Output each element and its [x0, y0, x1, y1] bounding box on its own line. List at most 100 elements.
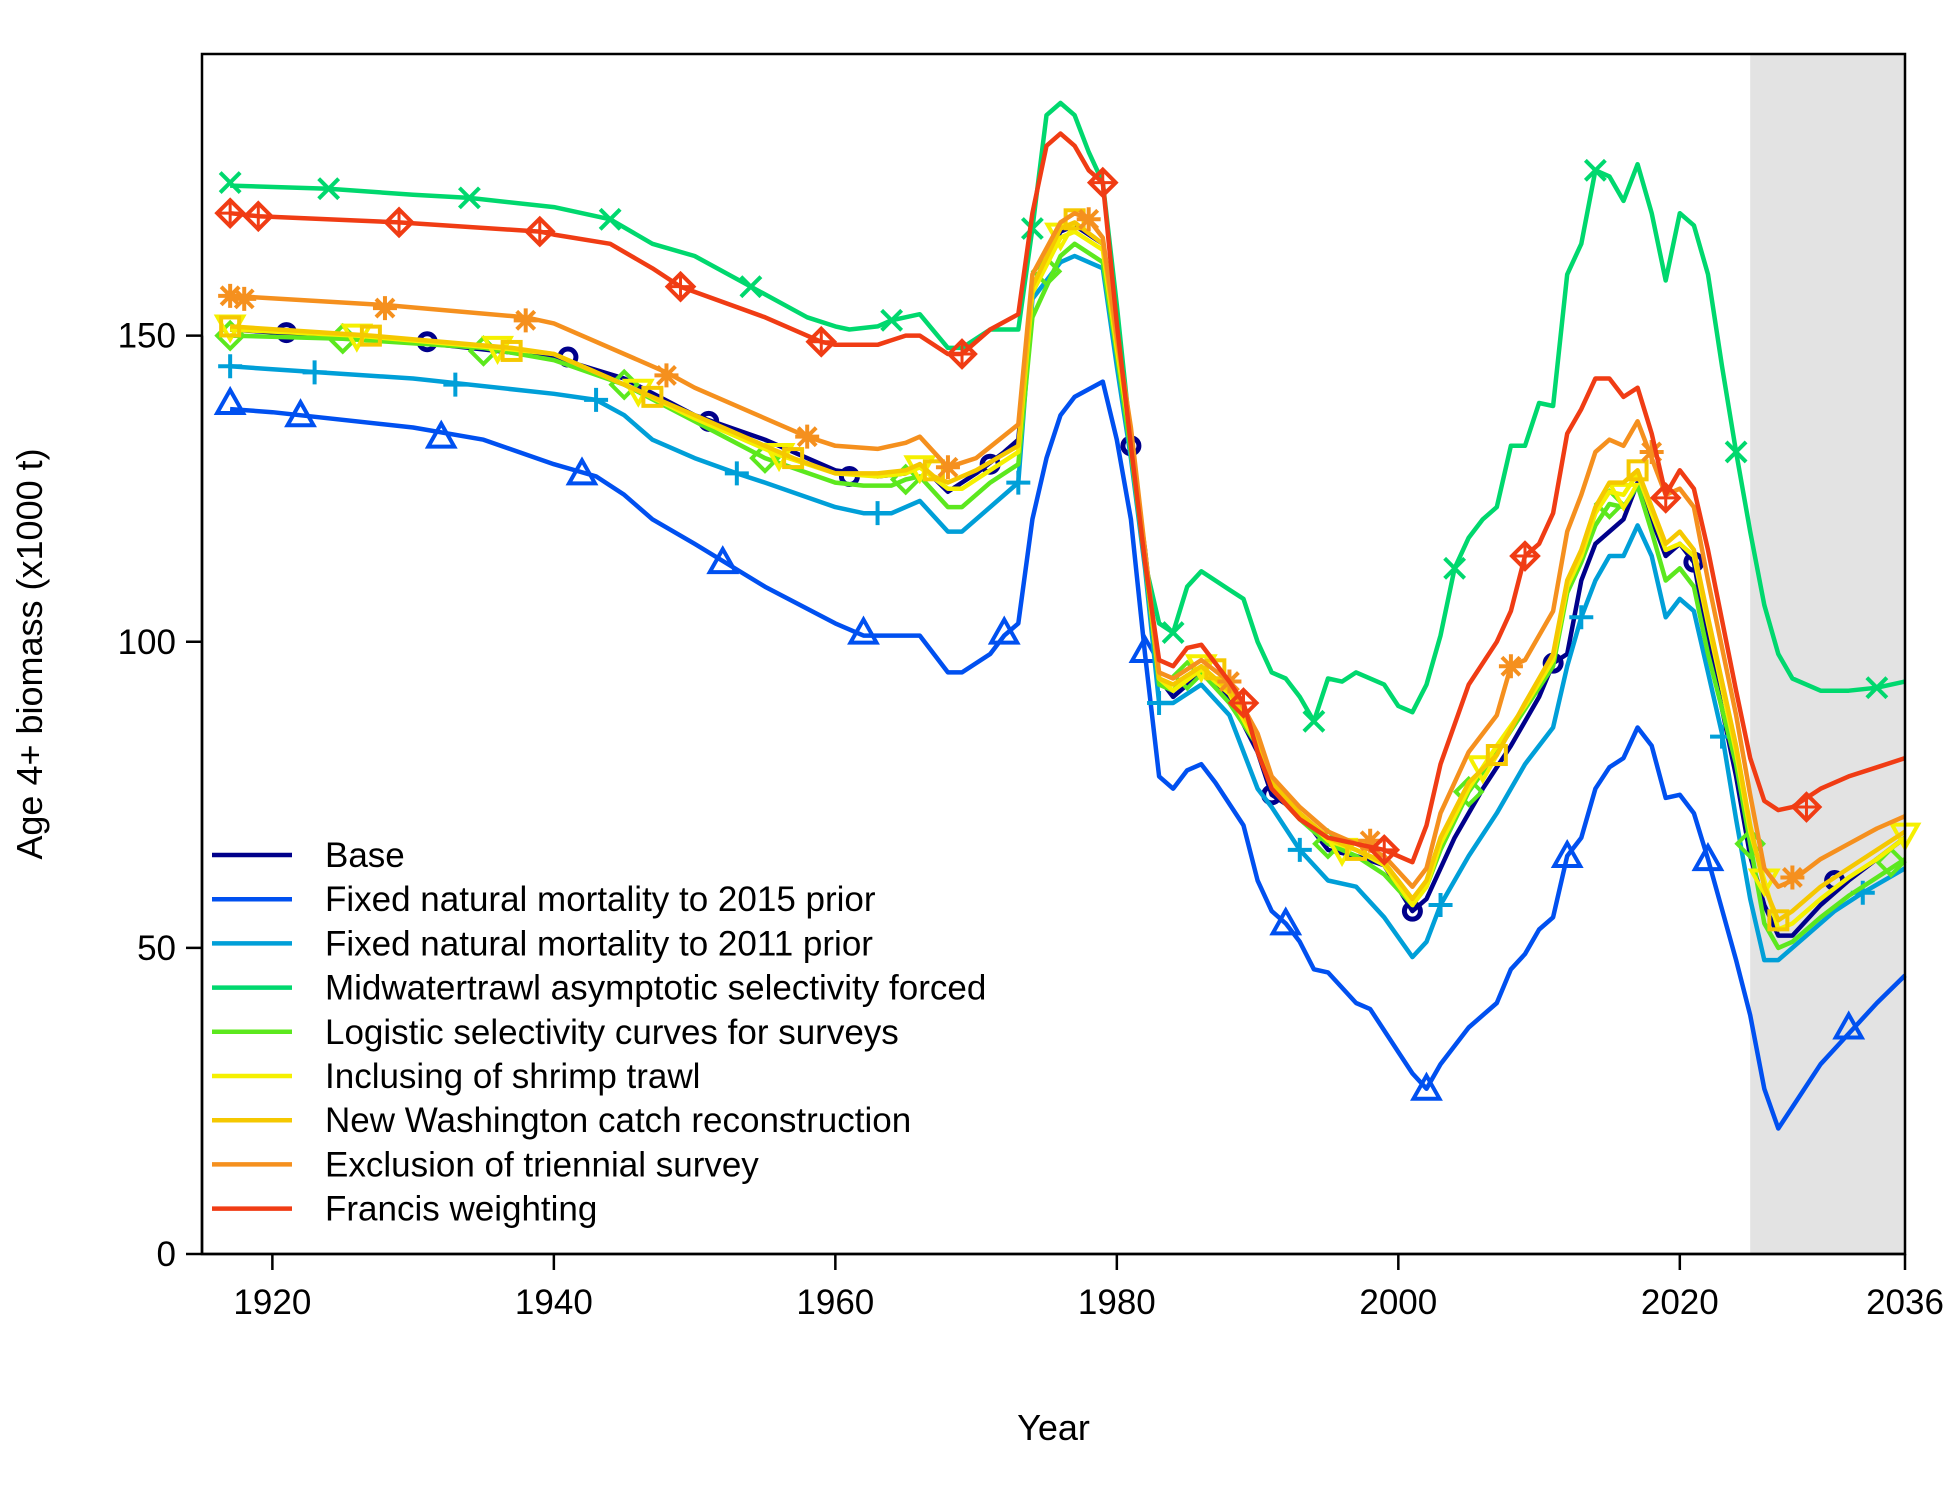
legend-item: Fixed natural mortality to 2011 prior [212, 924, 873, 963]
data-point [218, 171, 242, 194]
data-point-cross [1511, 543, 1538, 570]
data-point [1302, 709, 1326, 733]
y-tick-label: 150 [118, 317, 176, 356]
data-point [654, 363, 679, 388]
legend-item: Base [212, 836, 405, 875]
x-tick-label: 2000 [1359, 1283, 1437, 1322]
legend-label: Fixed natural mortality to 2011 prior [325, 924, 873, 963]
series-line [229, 223, 1907, 938]
legend-item: New Washington catch reconstruction [212, 1101, 911, 1140]
data-point [865, 501, 890, 526]
data-point [372, 296, 397, 321]
series-line [229, 131, 1906, 865]
data-point-cross [1371, 836, 1398, 863]
data-point [1832, 1010, 1866, 1040]
data-point [935, 455, 960, 480]
data-point [706, 545, 740, 575]
data-point [443, 372, 468, 397]
x-tick-label: 1940 [515, 1283, 593, 1322]
series-3 [218, 100, 1906, 733]
data-point [739, 275, 763, 299]
data-point [1691, 842, 1725, 872]
legend-label: New Washington catch reconstruction [325, 1101, 911, 1140]
data-point [1428, 893, 1453, 918]
legend-label: Base [325, 836, 405, 875]
data-point [1865, 676, 1889, 700]
data-point [1724, 440, 1748, 464]
legend-label: Logistic selectivity curves for surveys [325, 1013, 899, 1052]
data-point [987, 615, 1021, 645]
series-2 [218, 253, 1907, 963]
data-point [1466, 755, 1500, 785]
x-tick-label: 2036 [1866, 1283, 1944, 1322]
series-8 [214, 131, 1906, 866]
data-point [1498, 654, 1523, 679]
data-point [584, 387, 609, 412]
legend-item: Fixed natural mortality to 2015 prior [212, 880, 876, 919]
data-point [1767, 909, 1790, 932]
series-6 [219, 208, 1907, 932]
series-0 [229, 223, 1907, 938]
series-layer [213, 100, 1922, 1131]
data-point [218, 283, 243, 308]
legend-item: Midwatertrawl asymptotic selectivity for… [212, 969, 986, 1008]
data-point [359, 324, 382, 347]
data-point-cross [1230, 689, 1257, 716]
legend-label: Exclusion of triennial survey [325, 1145, 759, 1184]
data-point [1006, 470, 1031, 495]
data-point-cross [1793, 794, 1820, 821]
data-point [1452, 775, 1485, 808]
data-point [847, 615, 880, 645]
legend-label: Francis weighting [325, 1190, 597, 1229]
data-point [565, 456, 599, 486]
data-point [213, 385, 247, 415]
data-point-cross [526, 218, 553, 245]
series-line [229, 253, 1907, 963]
data-point [880, 308, 904, 332]
legend-item: Logistic selectivity curves for surveys [212, 1013, 899, 1052]
data-point [1287, 837, 1312, 862]
data-point [641, 385, 664, 408]
data-point [1626, 459, 1649, 482]
data-point [1569, 605, 1594, 630]
y-tick-label: 50 [137, 929, 176, 968]
data-point [1269, 906, 1303, 936]
data-point [232, 286, 257, 311]
data-point-cross [386, 209, 413, 236]
data-point [218, 354, 243, 379]
data-point [424, 419, 458, 449]
data-point-cross [1089, 169, 1116, 196]
series-line [229, 229, 1907, 932]
data-point-cross [245, 203, 272, 230]
data-point [284, 398, 317, 428]
data-point [1485, 744, 1508, 767]
data-point-cross [217, 200, 244, 227]
x-axis-title: Year [1017, 1407, 1090, 1448]
series-4 [214, 241, 1907, 951]
legend-item: Exclusion of triennial survey [212, 1145, 759, 1184]
data-point-cross [1652, 484, 1679, 511]
series-line [229, 210, 1906, 889]
data-point [1076, 207, 1101, 232]
y-axis-title: Age 4+ biomass (x1000 t) [9, 448, 50, 859]
legend: Base Fixed natural mortality to 2015 prio… [212, 836, 986, 1229]
x-tick-label: 1960 [796, 1283, 874, 1322]
data-point [724, 461, 749, 486]
data-point-cross [949, 341, 976, 367]
data-point-cross [808, 328, 835, 355]
projection-shaded-region [1750, 54, 1905, 1254]
series-line [230, 241, 1907, 951]
data-point [1639, 439, 1664, 464]
data-point [1583, 158, 1607, 182]
data-point [457, 186, 481, 210]
data-point [1780, 865, 1805, 890]
data-point [1410, 1071, 1443, 1101]
x-axis: 1920 1940 1960 1980 2000 2020 2036 [202, 1252, 1944, 1322]
data-point-cross [667, 273, 694, 300]
data-point [1550, 838, 1584, 869]
legend-item: Inclusing of shrimp trawl [212, 1057, 700, 1096]
y-tick-label: 100 [118, 623, 176, 662]
y-axis: 0 50 100 150 [118, 317, 204, 1274]
data-point [317, 177, 341, 201]
